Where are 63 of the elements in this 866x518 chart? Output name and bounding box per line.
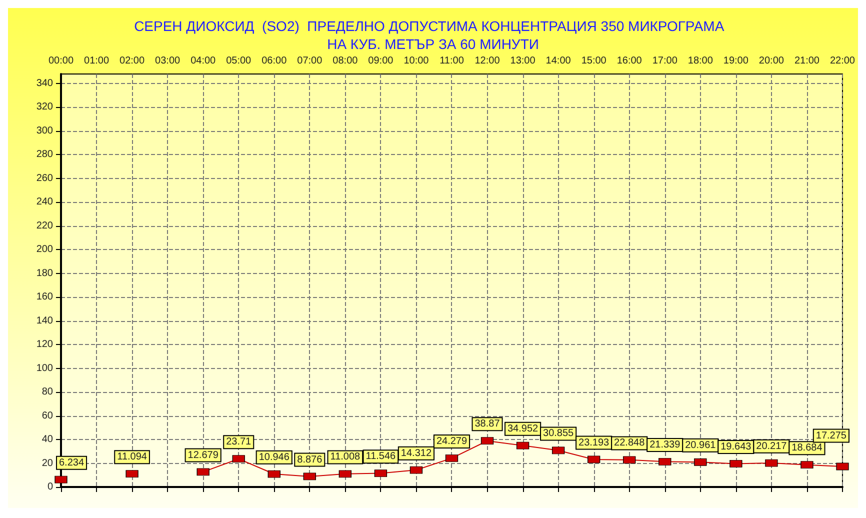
data-label: 23.193	[578, 437, 610, 448]
y-tick-label: 340	[36, 78, 54, 89]
y-tick-label: 260	[36, 172, 54, 184]
y-tick-label: 0	[47, 482, 54, 492]
data-label: 18.684	[792, 442, 823, 454]
y-tick-label: 60	[42, 410, 54, 422]
data-label: 11.008	[330, 452, 361, 463]
x-tick-label: 08:00	[332, 56, 358, 66]
y-tick-label: 220	[36, 220, 54, 232]
x-tick-label: 13:00	[510, 56, 536, 66]
chart-title: СЕРЕН ДИОКСИД (SO2) ПРЕДЕЛНО ДОПУСТИМА КОНЦЕНТРАЦИЯ 350 МИКРОГРАМА НА КУБ. МЕТЪР ЗА 60 МИНУТИ	[134, 18, 732, 52]
x-tick-label: 20:00	[758, 56, 784, 66]
data-label: 22.848	[614, 438, 646, 449]
data-label: 24.279	[436, 436, 468, 447]
data-label: 11.094	[117, 452, 148, 463]
x-tick-label: 05:00	[226, 56, 252, 66]
data-label: 38.87	[474, 418, 500, 430]
x-tick-label: 00:00	[48, 56, 74, 66]
x-tick-label: 21:00	[794, 56, 820, 66]
data-label: 11.546	[366, 451, 396, 462]
x-tick-label: 10:00	[404, 56, 430, 66]
y-tick-label: 160	[36, 292, 54, 303]
data-label: 21.339	[650, 439, 681, 450]
x-tick-label: 04:00	[190, 56, 216, 66]
data-label: 17.275	[816, 430, 847, 442]
data-label: 14.312	[400, 448, 432, 459]
y-tick-label: 200	[36, 244, 54, 256]
y-tick-label: 280	[36, 149, 54, 160]
x-tick-label: 19:00	[723, 56, 749, 66]
data-label: 19.643	[720, 441, 752, 452]
y-tick-label: 120	[36, 339, 54, 350]
x-tick-label: 09:00	[368, 56, 394, 66]
x-tick-label: 14:00	[546, 56, 572, 66]
y-tick-label: 320	[36, 102, 54, 113]
data-label: 6.234	[59, 457, 84, 468]
x-tick-label: 18:00	[688, 56, 714, 66]
x-tick-label: 01:00	[84, 56, 110, 66]
y-tick-label: 240	[36, 196, 54, 208]
x-tick-label: 03:00	[155, 56, 181, 66]
data-label: 8.876	[297, 454, 323, 466]
x-tick-label: 16:00	[616, 56, 642, 66]
data-label: 10.946	[258, 452, 290, 463]
data-label: 23.71	[226, 436, 252, 448]
x-tick-label: 11:00	[440, 56, 464, 66]
y-tick-label: 80	[42, 386, 54, 398]
data-label: 12.679	[188, 450, 219, 461]
data-label: 30.855	[543, 428, 574, 440]
x-tick-label: 02:00	[120, 56, 145, 66]
data-label: 20.961	[685, 440, 716, 451]
x-tick-label: 07:00	[297, 56, 323, 66]
data-label: 34.952	[507, 423, 539, 434]
y-tick-label: 300	[36, 125, 54, 136]
y-tick-label: 20	[42, 458, 54, 469]
x-tick-label: 22:00	[830, 56, 856, 66]
x-tick-label: 17:00	[652, 56, 678, 66]
x-tick-label: 12:00	[474, 56, 500, 66]
y-tick-label: 180	[36, 268, 54, 279]
x-tick-label: 15:00	[581, 56, 607, 66]
y-tick-label: 140	[36, 315, 54, 326]
y-tick-label: 100	[36, 362, 54, 374]
x-tick-label: 06:00	[262, 56, 288, 66]
y-tick-label: 40	[42, 434, 54, 446]
data-label: 20.217	[756, 440, 788, 452]
